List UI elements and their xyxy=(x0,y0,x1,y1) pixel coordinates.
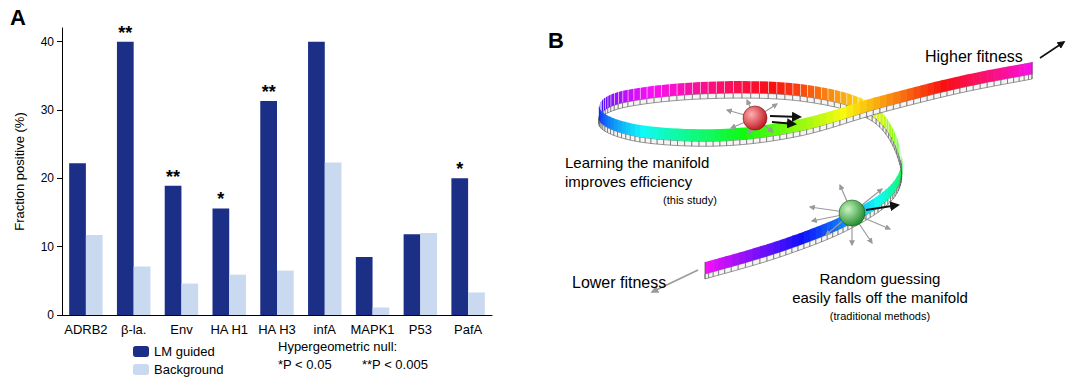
svg-text:20: 20 xyxy=(41,171,55,185)
svg-text:(traditional methods): (traditional methods) xyxy=(830,310,930,322)
svg-text:*P < 0.05: *P < 0.05 xyxy=(278,357,332,372)
svg-text:A: A xyxy=(10,5,26,30)
svg-text:Hypergeometric null:: Hypergeometric null: xyxy=(278,339,397,354)
svg-text:MAPK1: MAPK1 xyxy=(351,322,395,337)
svg-text:β-la.: β-la. xyxy=(121,322,147,337)
svg-text:Env: Env xyxy=(170,322,193,337)
svg-text:**: ** xyxy=(118,23,132,43)
svg-text:HA H3: HA H3 xyxy=(258,322,296,337)
svg-text:Background: Background xyxy=(154,362,223,377)
svg-text:improves efficiency: improves efficiency xyxy=(565,173,693,190)
svg-text:(this study): (this study) xyxy=(663,194,717,206)
svg-text:**P < 0.005: **P < 0.005 xyxy=(362,357,428,372)
svg-text:*: * xyxy=(217,189,224,209)
svg-text:infA: infA xyxy=(314,322,337,337)
svg-text:PafA: PafA xyxy=(454,322,483,337)
svg-text:0: 0 xyxy=(47,308,54,322)
svg-text:40: 40 xyxy=(41,35,55,49)
svg-text:*: * xyxy=(456,159,463,179)
svg-text:Higher fitness: Higher fitness xyxy=(925,48,1023,65)
svg-text:Lower fitness: Lower fitness xyxy=(572,274,666,291)
svg-text:B: B xyxy=(548,28,564,53)
svg-text:Fraction positive (%): Fraction positive (%) xyxy=(12,112,27,230)
svg-text:LM guided: LM guided xyxy=(154,344,215,359)
svg-text:Learning the manifold: Learning the manifold xyxy=(565,154,709,171)
svg-text:10: 10 xyxy=(41,240,55,254)
svg-text:ADRB2: ADRB2 xyxy=(64,322,107,337)
svg-text:Random guessing: Random guessing xyxy=(820,270,941,287)
svg-text:P53: P53 xyxy=(409,322,432,337)
svg-text:HA H1: HA H1 xyxy=(210,322,248,337)
svg-text:easily falls off the manifold: easily falls off the manifold xyxy=(792,289,968,306)
svg-text:**: ** xyxy=(262,82,276,102)
svg-text:30: 30 xyxy=(41,103,55,117)
svg-text:**: ** xyxy=(166,167,180,187)
